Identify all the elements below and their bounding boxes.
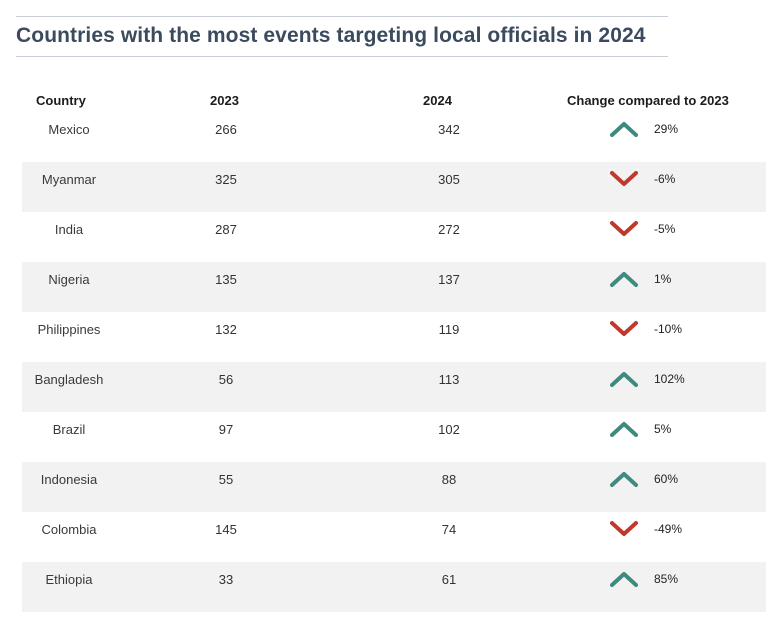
data-table: Country 2023 2024 Change compared to 202… [22,86,766,612]
chevron-up-icon [610,472,638,487]
chevron-up-icon [610,372,638,387]
country-cell: Brazil [52,422,86,437]
value-2023-cell: 97 [218,422,234,437]
change-direction-cell [605,212,641,247]
chevron-down-icon [610,171,638,186]
value-2024-cell: 102 [438,422,460,437]
change-direction-cell [605,562,641,597]
country-cell: Myanmar [41,172,97,187]
country-cell: Bangladesh [34,372,104,387]
country-cell: Philippines [37,322,101,337]
table-row: Philippines 132 119 -10% [22,312,766,362]
value-2024-cell: 342 [438,122,460,137]
value-2023-cell: 145 [215,522,237,537]
change-direction-cell [605,462,641,497]
value-2023-cell: 132 [215,322,237,337]
title-block: Countries with the most events targeting… [16,16,668,57]
change-direction-cell [605,412,641,447]
table-row: Brazil 97 102 5% [22,412,766,462]
table-body: Mexico 266 342 29% Myanmar 325 305 -6% India 287 2… [22,112,766,612]
header-2024: 2024 [423,93,452,108]
value-2023-cell: 287 [215,222,237,237]
table-row: Mexico 266 342 29% [22,112,766,162]
header-change: Change compared to 2023 [567,93,729,108]
value-2023-cell: 266 [215,122,237,137]
change-percent-cell: 85% [654,572,679,586]
country-cell: Indonesia [40,472,98,487]
value-2024-cell: 305 [438,172,460,187]
change-direction-cell [605,162,641,197]
change-percent-cell: -6% [654,172,676,186]
country-cell: Colombia [41,522,97,537]
table-row: Nigeria 135 137 1% [22,262,766,312]
header-2023: 2023 [210,93,239,108]
table-row: Indonesia 55 88 60% [22,462,766,512]
chevron-down-icon [610,321,638,336]
value-2024-cell: 74 [441,522,457,537]
change-percent-cell: 29% [654,122,679,136]
change-percent-cell: 1% [654,272,672,286]
value-2024-cell: 272 [438,222,460,237]
value-2024-cell: 88 [441,472,457,487]
value-2023-cell: 33 [218,572,234,587]
change-percent-cell: -49% [654,522,683,536]
chevron-up-icon [610,572,638,587]
change-direction-cell [605,512,641,547]
value-2023-cell: 325 [215,172,237,187]
change-percent-cell: -10% [654,322,683,336]
header-country: Country [36,93,86,108]
value-2024-cell: 113 [438,372,460,387]
table-row: Myanmar 325 305 -6% [22,162,766,212]
value-2024-cell: 119 [438,322,460,337]
chevron-up-icon [610,272,638,287]
value-2023-cell: 55 [218,472,234,487]
country-cell: India [54,222,84,237]
change-direction-cell [605,362,641,397]
value-2024-cell: 61 [441,572,457,587]
table-header: Country 2023 2024 Change compared to 202… [22,86,766,112]
chevron-down-icon [610,221,638,236]
value-2024-cell: 137 [438,272,460,287]
value-2023-cell: 135 [215,272,237,287]
table-row: Ethiopia 33 61 85% [22,562,766,612]
country-cell: Ethiopia [45,572,93,587]
table-row: Bangladesh 56 113 102% [22,362,766,412]
chart-title: Countries with the most events targeting… [16,24,646,47]
change-percent-cell: 60% [654,472,679,486]
change-direction-cell [605,112,641,147]
country-cell: Nigeria [48,272,90,287]
change-percent-cell: 5% [654,422,672,436]
value-2023-cell: 56 [218,372,234,387]
chevron-up-icon [610,422,638,437]
change-percent-cell: 102% [654,372,685,386]
change-percent-cell: -5% [654,222,676,236]
change-direction-cell [605,262,641,297]
chevron-down-icon [610,521,638,536]
chevron-up-icon [610,122,638,137]
table-row: India 287 272 -5% [22,212,766,262]
country-cell: Mexico [48,122,90,137]
table-row: Colombia 145 74 -49% [22,512,766,562]
change-direction-cell [605,312,641,347]
